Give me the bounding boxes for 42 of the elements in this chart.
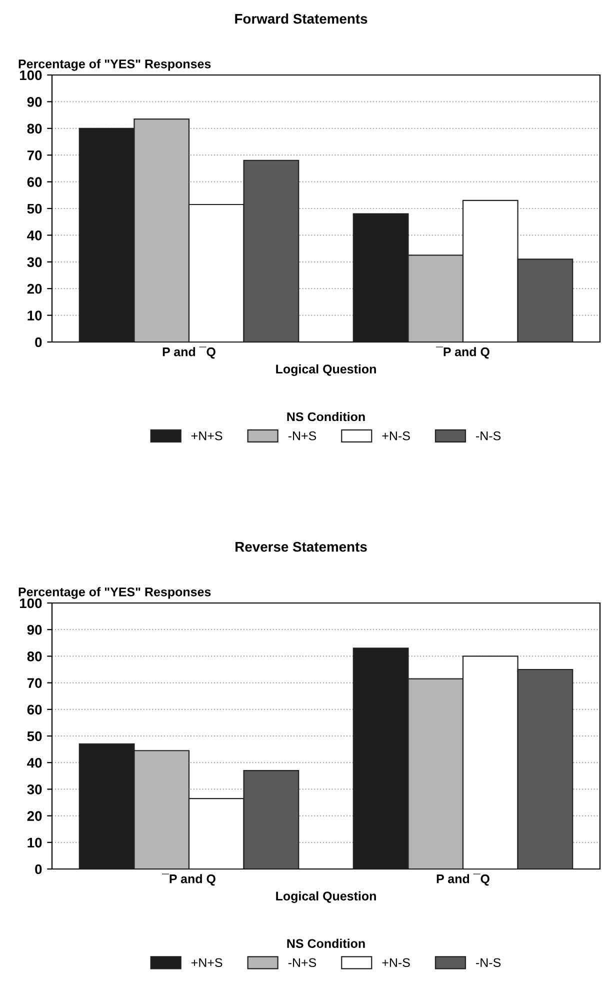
y-tick-label: 0	[35, 337, 42, 348]
x-axis-title: Logical Question	[276, 891, 376, 904]
y-tick-label: 60	[27, 704, 42, 715]
legend-label: +N+S	[191, 431, 222, 440]
x-tick-label: P and ¯Q	[162, 346, 216, 359]
x-tick-label: P and ¯Q	[436, 874, 490, 886]
y-tick-label: 20	[27, 284, 42, 294]
y-tick-label: 50	[27, 204, 42, 214]
legend-label: -N+S	[288, 958, 316, 968]
x-tick-label: ¯P and Q	[162, 874, 216, 886]
y-tick-label: 10	[28, 310, 42, 320]
x-tick-label: ¯P and Q	[436, 346, 490, 359]
y-tick-label: 90	[27, 97, 42, 107]
y-tick-label: 70	[27, 150, 42, 160]
y-axis-title: Percentage of "YES" Responses	[18, 59, 211, 71]
legend-label: -N-S	[476, 431, 501, 440]
legend-label: +N-S	[382, 431, 410, 440]
y-tick-label: 80	[27, 124, 42, 134]
y-tick-label: 20	[27, 811, 42, 821]
y-tick-label: 70	[27, 678, 42, 688]
legend-label: -N-S	[476, 958, 501, 968]
y-tick-label: 90	[27, 624, 42, 635]
legend-label: +N+S	[191, 958, 222, 968]
chart-title: Forward Statements	[235, 14, 368, 24]
y-tick-label: 0	[35, 864, 42, 874]
y-tick-label: 60	[27, 177, 42, 187]
legend-title: NS Condition	[287, 938, 365, 948]
x-axis-title: Logical Question	[276, 364, 376, 376]
y-tick-label: 30	[27, 257, 42, 268]
legend-title: NS Condition	[287, 412, 365, 422]
y-tick-label: 40	[27, 230, 42, 240]
legend-label: -N+S	[288, 431, 316, 440]
y-tick-label: 10	[28, 838, 42, 848]
y-tick-label: 30	[27, 784, 42, 794]
chart-title: Reverse Statements	[236, 542, 367, 552]
y-tick-label: 100	[20, 70, 42, 80]
y-tick-label: 100	[20, 598, 42, 608]
y-tick-label: 40	[27, 758, 42, 768]
legend-label: +N-S	[382, 958, 410, 968]
y-axis-title: Percentage of "YES" Responses	[18, 587, 211, 599]
y-tick-label: 80	[27, 652, 42, 662]
y-tick-label: 50	[27, 731, 42, 742]
